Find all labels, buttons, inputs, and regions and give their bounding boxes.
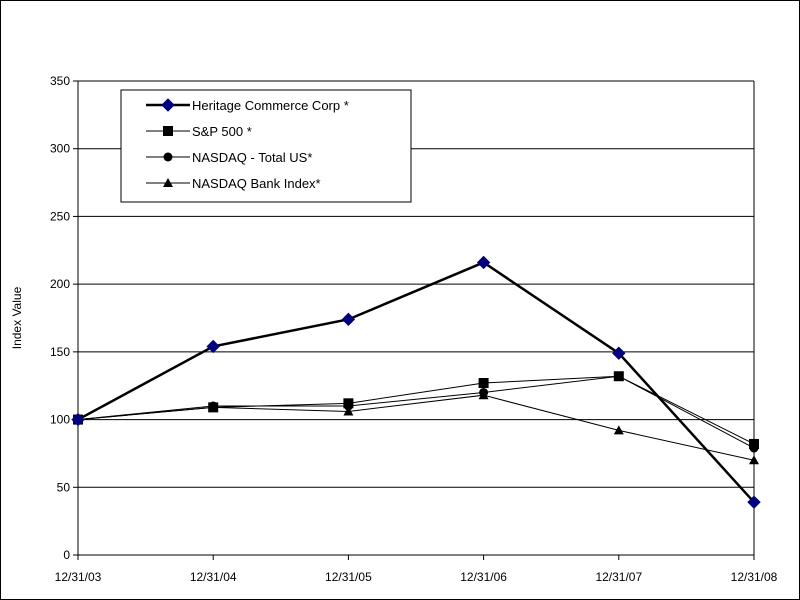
series-line (77, 394, 755, 461)
series-4 (73, 390, 759, 465)
y-tick-label: 350 (50, 74, 70, 88)
gridlines (78, 80, 754, 488)
x-tick-label: 12/31/06 (460, 570, 507, 584)
y-tick-label: 200 (50, 277, 70, 291)
data-point (612, 346, 626, 360)
x-tick-label: 12/31/03 (55, 570, 102, 584)
y-tick-label: 300 (50, 142, 70, 156)
legend-label: S&P 500 * (192, 124, 252, 139)
series-line (77, 375, 755, 449)
data-point (613, 371, 624, 382)
data-point (749, 455, 759, 465)
data-point (343, 398, 354, 409)
x-tick-label: 12/31/05 (325, 570, 372, 584)
series-3 (73, 371, 759, 453)
legend-label: NASDAQ - Total US* (192, 150, 312, 165)
data-point (747, 495, 761, 509)
legend-item: NASDAQ Bank Index* (146, 176, 321, 191)
legend-swatch-marker (161, 98, 175, 112)
y-tick-label: 150 (50, 345, 70, 359)
data-point (208, 402, 219, 413)
x-tick-label: 12/31/04 (190, 570, 237, 584)
legend-swatch-marker (163, 178, 173, 187)
legend-swatch-marker (163, 152, 173, 162)
series-line (77, 375, 755, 445)
y-tick-label: 250 (50, 209, 70, 223)
data-point (613, 425, 624, 435)
legend: Heritage Commerce Corp * S&P 500 * NASDAQ … (120, 89, 412, 203)
legend-swatch-marker (163, 126, 173, 136)
series-1 (71, 255, 761, 509)
legend-label: Heritage Commerce Corp * (192, 98, 349, 113)
data-point (479, 387, 489, 397)
y-tick-label: 0 (63, 548, 70, 562)
y-tick-label: 50 (57, 480, 71, 494)
data-point (476, 255, 491, 270)
data-point (749, 438, 759, 449)
legend-item: NASDAQ - Total US* (146, 150, 312, 165)
data-point (343, 406, 354, 416)
series-line (77, 261, 755, 504)
data-point (71, 412, 85, 427)
series-layer (71, 255, 761, 509)
x-tick-label: 12/31/07 (595, 570, 642, 584)
x-tick-label: 12/31/08 (731, 570, 778, 584)
y-axis-title: Index Value (10, 286, 24, 349)
data-point (341, 312, 356, 327)
data-point (206, 339, 220, 354)
axes: 0 50 100 150 200 250 300 350 12/31/03 12/31/04 12/… (50, 74, 778, 584)
legend-label: NASDAQ Bank Index* (192, 176, 321, 191)
data-point (478, 378, 489, 389)
y-tick-label: 100 (50, 413, 70, 427)
legend-item: S&P 500 * (146, 124, 252, 139)
legend-item: Heritage Commerce Corp * (146, 98, 349, 113)
